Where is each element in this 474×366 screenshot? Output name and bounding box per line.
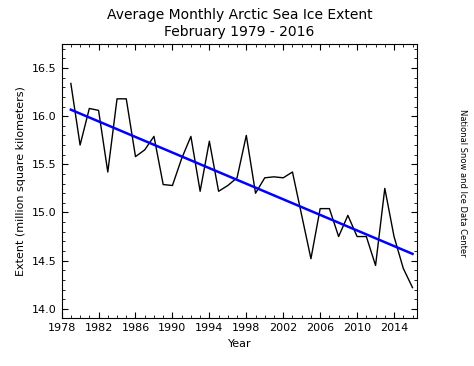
Text: National Snow and Ice Data Center: National Snow and Ice Data Center: [458, 109, 466, 257]
Title: Average Monthly Arctic Sea Ice Extent
February 1979 - 2016: Average Monthly Arctic Sea Ice Extent Fe…: [107, 8, 372, 38]
Y-axis label: Extent (million square kilometers): Extent (million square kilometers): [17, 86, 27, 276]
X-axis label: Year: Year: [228, 339, 251, 349]
